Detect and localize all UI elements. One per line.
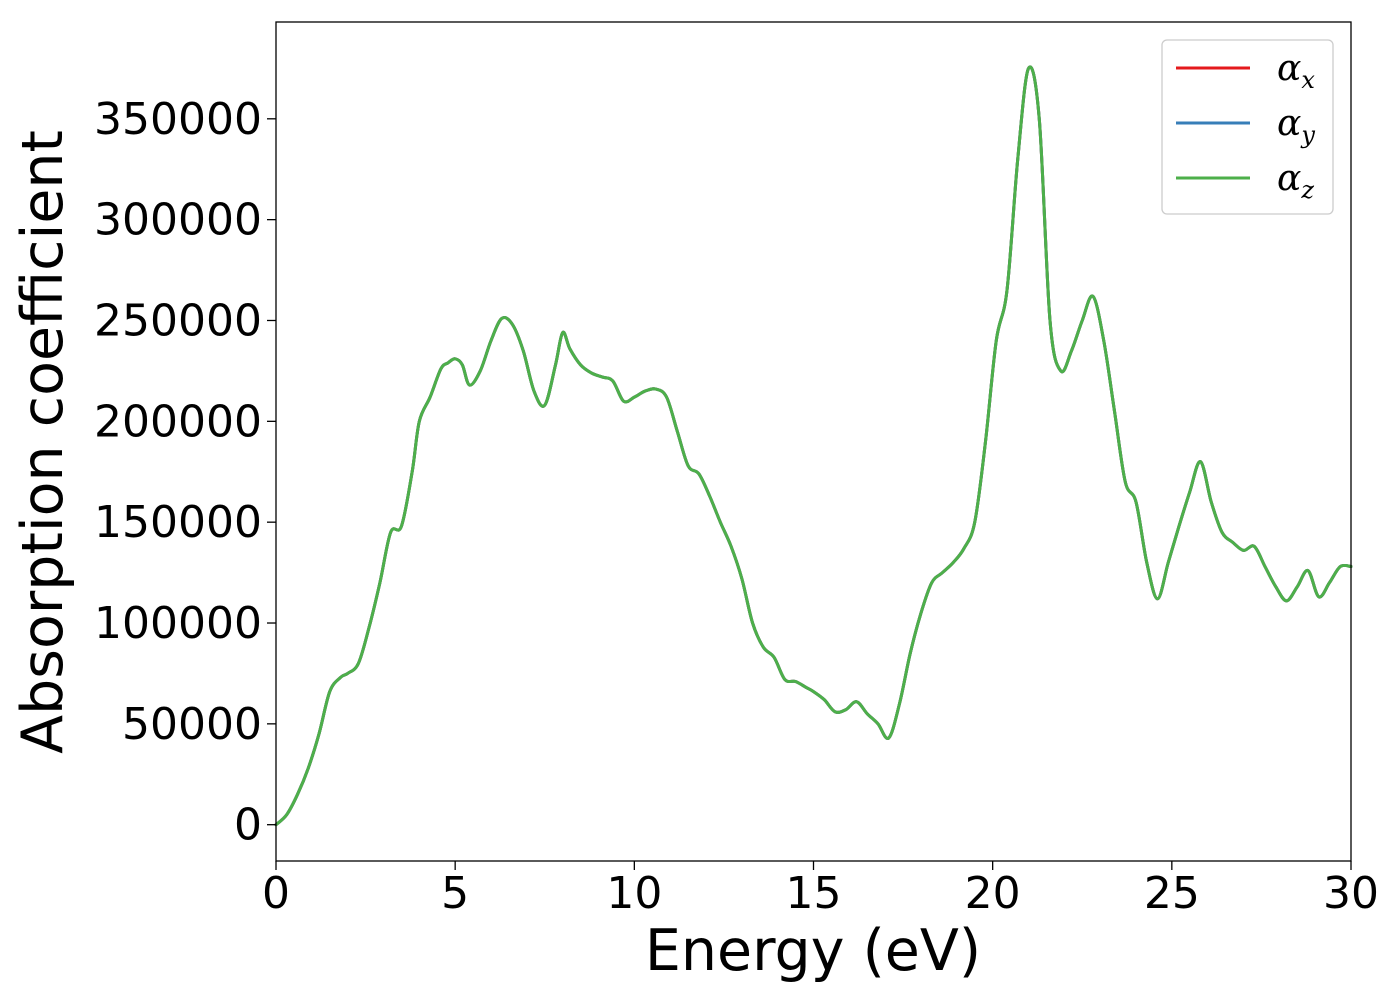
y-axis-ticks: 0 50000 100000 150000 200000 250000 300000 3500… (94, 94, 276, 851)
series-layer (274, 65, 1353, 827)
series-line-z (274, 65, 1353, 827)
y-tick-label: 0 (234, 800, 262, 851)
legend-box (1161, 39, 1334, 215)
y-tick-label: 300000 (94, 195, 262, 246)
x-tick-label: 5 (441, 868, 469, 919)
x-tick-label: 25 (1144, 868, 1200, 919)
y-tick-label: 350000 (94, 94, 262, 145)
y-tick-label: 250000 (94, 295, 262, 346)
x-tick-label: 10 (606, 868, 662, 919)
x-axis-label: Energy (eV) (645, 918, 981, 984)
y-tick-label: 150000 (94, 497, 262, 548)
y-tick-label: 200000 (94, 396, 262, 447)
y-tick-label: 50000 (122, 699, 262, 750)
x-tick-label: 0 (262, 868, 290, 919)
x-axis-ticks: 0 5 10 15 20 25 30 (262, 861, 1379, 919)
y-tick-label: 100000 (94, 598, 262, 649)
x-tick-label: 30 (1323, 868, 1379, 919)
x-tick-label: 15 (786, 868, 842, 919)
x-tick-label: 20 (965, 868, 1021, 919)
y-axis-label: Absorption coefficient (10, 130, 76, 754)
